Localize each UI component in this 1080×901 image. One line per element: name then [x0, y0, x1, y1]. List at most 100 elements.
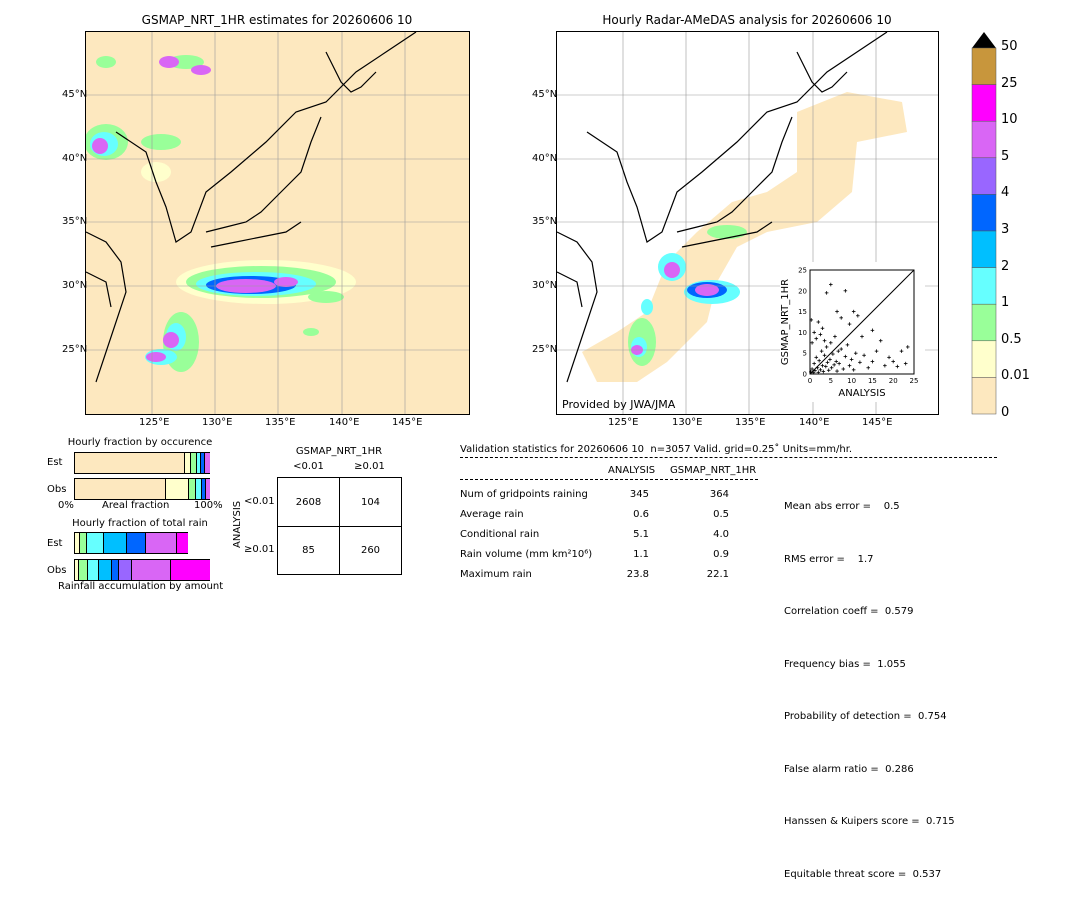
right-lon-130: 130°E — [672, 417, 703, 428]
occ-xtick-0: 0% — [58, 500, 74, 511]
rain-est-label: Est — [47, 538, 63, 549]
rain-obs-seg — [170, 560, 210, 580]
scatter-point — [843, 354, 848, 359]
scatter-point — [829, 341, 833, 345]
scatter-point — [824, 364, 828, 369]
scatter-point — [831, 352, 835, 356]
colorbar-segment — [971, 157, 997, 195]
score-item: Hanssen & Kuipers score = 0.715 — [784, 816, 955, 827]
right-lat-25: 25°N — [532, 344, 558, 355]
right-lat-45: 45°N — [532, 89, 558, 100]
occ-est-seg — [200, 453, 204, 473]
scatter-point — [809, 318, 814, 322]
occ-obs-seg — [201, 479, 205, 499]
colorbar-segment — [971, 47, 997, 85]
scatter-xtick: 5 — [829, 377, 833, 385]
cell-hits-none: 2608 — [295, 497, 322, 508]
rain-est-bar — [74, 532, 188, 554]
scatter-point — [905, 345, 910, 349]
left-coastlines — [86, 32, 417, 383]
right-map-title: Hourly Radar-AMeDAS analysis for 2026060… — [602, 13, 892, 27]
right-lat-35: 35°N — [532, 216, 558, 227]
left-map — [85, 31, 470, 415]
rain-est-seg — [176, 533, 188, 553]
colorbar — [970, 30, 998, 415]
colorbar-label: 2 — [1001, 258, 1010, 274]
scatter-point — [853, 351, 858, 355]
scatter-point — [812, 361, 816, 366]
rain-xlabel: Rainfall accumulation by amount — [58, 581, 224, 592]
cell-miss: 85 — [302, 545, 315, 556]
colorbar-svg — [971, 32, 997, 415]
stat-label: Conditional rain — [460, 529, 540, 540]
score-item: Equitable threat score = 0.537 — [784, 868, 942, 880]
contingency-row-1: ≥0.01 — [244, 544, 275, 555]
colorbar-label: 1 — [1001, 295, 1010, 311]
stat-label: Maximum rain — [460, 569, 532, 580]
left-precip-field — [86, 55, 356, 372]
contingency-row-title: ANALYSIS — [232, 500, 243, 548]
stat-gsmap-value: 4.0 — [713, 529, 729, 540]
scatter-point — [856, 313, 860, 318]
scatter-inset: 0 0 5 5 10 10 15 15 20 20 25 25 ANALYSIS GSMAP_NRT_1H… — [780, 262, 925, 402]
scatter-point — [815, 365, 820, 370]
scatter-point — [813, 368, 817, 373]
cell-hit: 260 — [360, 545, 381, 556]
stat-analysis-value: 0.6 — [633, 509, 649, 520]
left-lat-45: 45°N — [62, 89, 88, 100]
stat-analysis-value: 23.8 — [626, 569, 649, 580]
occ-est-seg — [184, 453, 190, 473]
left-lat-30: 30°N — [62, 280, 88, 291]
occurence-title: Hourly fraction by occurence — [67, 437, 213, 448]
occ-est-seg — [196, 453, 200, 473]
scatter-point — [816, 320, 821, 324]
scatter-point — [814, 355, 819, 360]
contingency-divider-h — [278, 526, 401, 527]
score-item: False alarm ratio = 0.286 — [784, 763, 914, 775]
right-lon-135: 135°E — [735, 417, 766, 428]
scatter-point — [841, 367, 846, 371]
scatter-point — [811, 370, 816, 375]
occ-obs-seg — [188, 479, 195, 499]
scatter-ytick: 10 — [798, 329, 807, 337]
scatter-point — [895, 364, 900, 369]
colorbar-label: 5 — [1001, 148, 1010, 164]
left-map-canvas — [86, 32, 469, 414]
scatter-point — [860, 334, 864, 339]
scatter-point — [903, 361, 908, 366]
score-item: Frequency bias = 1.055 — [784, 658, 906, 670]
stat-analysis-value: 1.1 — [633, 549, 649, 560]
occ-obs-seg — [205, 479, 210, 499]
scatter-ytick: 15 — [798, 308, 807, 316]
rain-est-seg — [79, 533, 86, 553]
rain-obs-label: Obs — [47, 565, 67, 576]
scatter-point — [899, 349, 904, 353]
contingency-table: 2608 104 85 260 — [277, 477, 402, 575]
scatter-point — [849, 357, 854, 362]
left-lon-125: 125°E — [139, 417, 170, 428]
occ-obs-bar — [74, 478, 210, 500]
scatter-point — [843, 289, 848, 293]
scatter-point — [820, 363, 825, 368]
colorbar-segment — [971, 230, 997, 268]
colorbar-extend-arrow — [972, 32, 996, 48]
scatter-point — [822, 353, 827, 358]
scatter-ytick: 25 — [798, 267, 807, 275]
colorbar-segment — [971, 340, 997, 378]
scatter-point — [833, 334, 837, 339]
scatter-point — [883, 363, 887, 368]
scatter-point — [810, 341, 814, 345]
rain-obs-bar — [74, 559, 210, 581]
colorbar-segment — [971, 120, 997, 159]
contingency-col-1: ≥0.01 — [354, 461, 385, 472]
scatter-point — [820, 326, 825, 331]
scatter-diagonal — [809, 269, 915, 375]
scatter-xtick: 25 — [910, 377, 919, 385]
contingency-col-title: GSMAP_NRT_1HR — [295, 446, 383, 457]
scatter-xtick: 20 — [889, 377, 898, 385]
stats-subdivider — [460, 479, 758, 480]
contingency-row-0: <0.01 — [244, 496, 275, 507]
scatter-point — [870, 328, 875, 333]
left-lon-135: 135°E — [265, 417, 296, 428]
rain-obs-seg — [87, 560, 98, 580]
